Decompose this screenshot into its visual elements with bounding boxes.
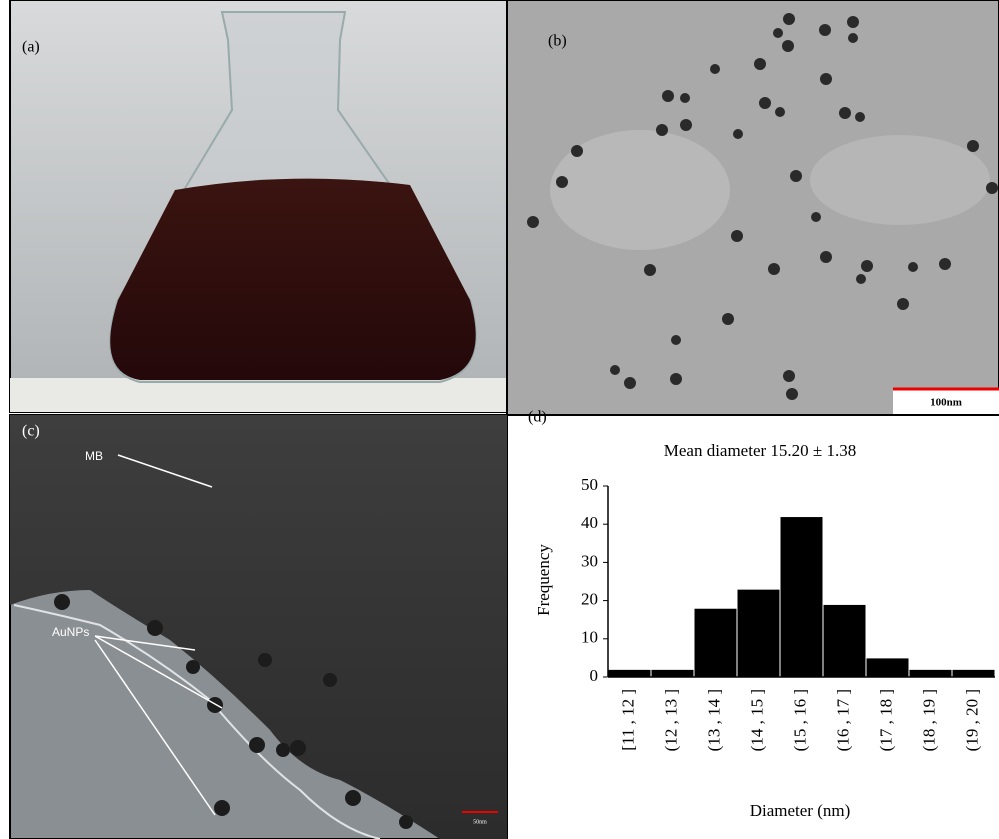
bar <box>694 608 737 677</box>
panel-a: (a) <box>10 0 507 412</box>
y-tick-label: 10 <box>581 628 598 647</box>
tem-region <box>810 135 990 225</box>
y-tick-label: 50 <box>581 475 598 494</box>
bar <box>780 517 823 677</box>
panel-d: (d) Mean diameter 15.20 ± 1.38 Frequency… <box>528 409 995 820</box>
figure: (a) 100nm (b) <box>0 0 999 839</box>
x-tick-label: (16 , 17 ] <box>833 689 852 751</box>
panel-c: MB AuNPs 50nm (c) <box>10 415 507 839</box>
annotation: MB <box>85 449 103 463</box>
bar <box>651 669 694 677</box>
x-tick-label: (15 , 16 ] <box>790 689 809 751</box>
x-tick-label: (18 , 19 ] <box>919 689 938 751</box>
panel-b: 100nm (b) <box>507 0 999 415</box>
x-axis-label: Diameter (nm) <box>750 801 851 820</box>
panel-label: (b) <box>548 33 567 50</box>
y-tick-label: 40 <box>581 513 598 532</box>
y-tick-label: 0 <box>590 666 599 685</box>
bar <box>737 589 780 677</box>
chart-title: Mean diameter 15.20 ± 1.38 <box>664 441 857 460</box>
panel-label: (a) <box>22 39 40 56</box>
x-tick-label: (13 , 14 ] <box>704 689 723 751</box>
scale-bar-label: 50nm <box>473 819 487 825</box>
bar <box>823 604 866 677</box>
x-tick-label: (14 , 15 ] <box>747 689 766 751</box>
bench <box>10 378 507 412</box>
x-tick-label: [11 , 12 ] <box>618 689 637 751</box>
y-axis-label: Frequency <box>534 544 553 616</box>
bar <box>909 669 952 677</box>
annotation: AuNPs <box>52 625 89 639</box>
y-tick-label: 30 <box>581 551 598 570</box>
y-tick-label: 20 <box>581 590 598 609</box>
scale-bar-label: 100nm <box>930 397 962 409</box>
bar <box>952 669 995 677</box>
x-tick-label: (12 , 13 ] <box>661 689 680 751</box>
panel-label: (d) <box>528 409 547 426</box>
x-tick-label: (19 , 20 ] <box>962 689 981 751</box>
panel-label: (c) <box>22 423 40 440</box>
x-tick-label: (17 , 18 ] <box>876 689 895 751</box>
bar <box>866 658 909 677</box>
bar <box>608 669 651 677</box>
